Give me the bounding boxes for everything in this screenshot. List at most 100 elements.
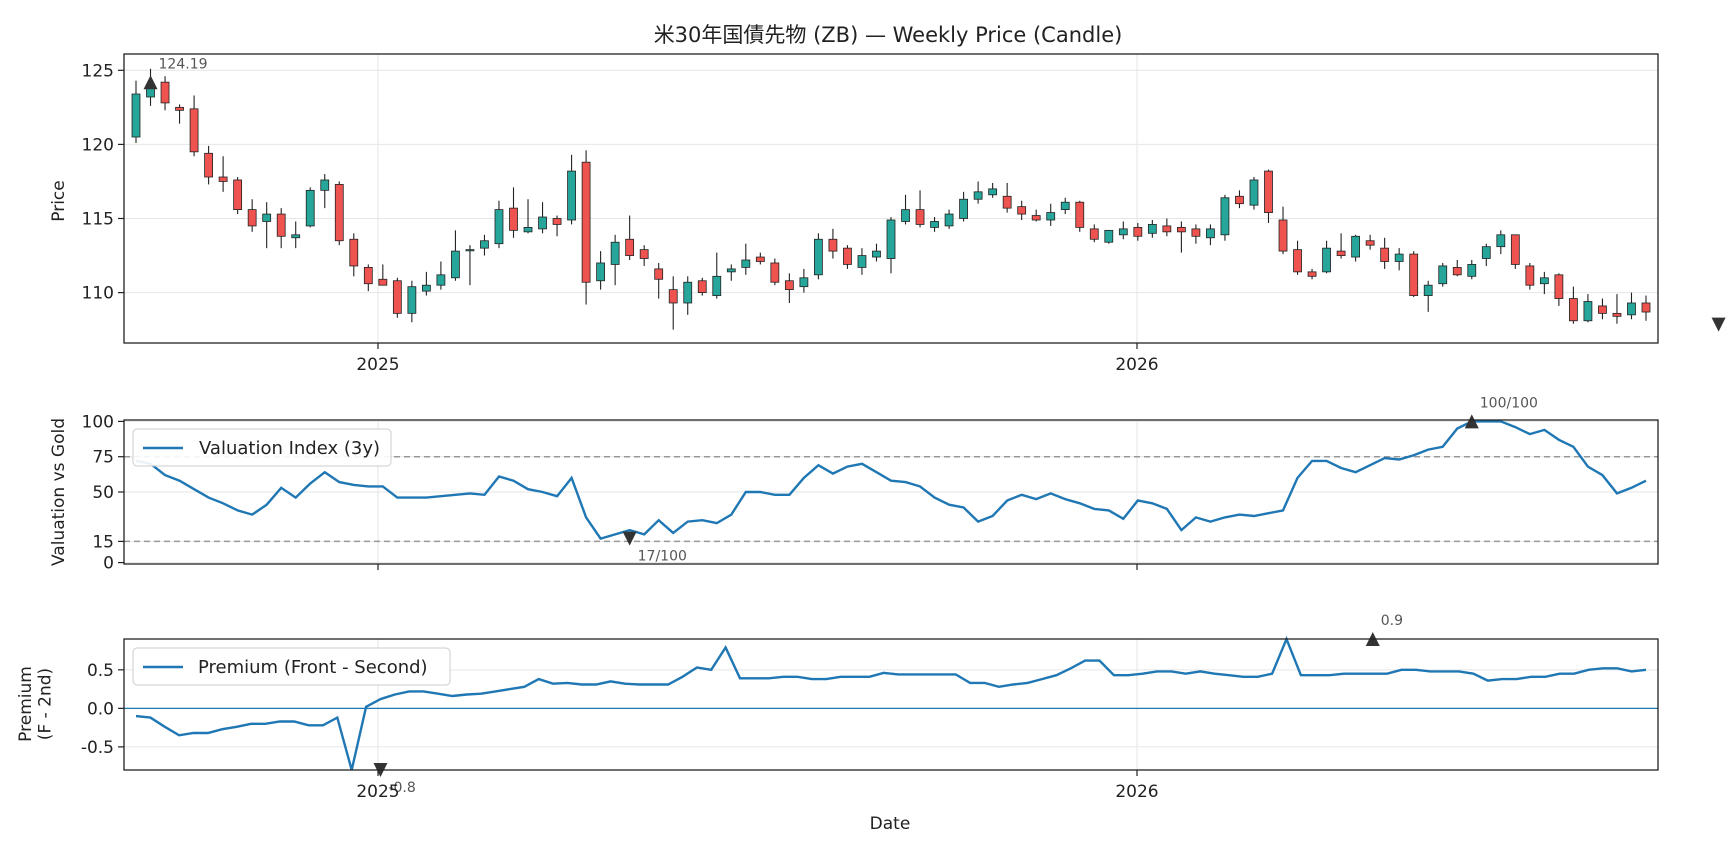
candle-body (1351, 235, 1361, 258)
candle (334, 181, 344, 246)
candle-body (1206, 228, 1215, 239)
candle (1307, 268, 1317, 280)
candle-body (1278, 219, 1288, 252)
valuation-y-tick-label: 15 (92, 532, 114, 552)
premium-plot-frame (123, 638, 1659, 771)
candle (683, 276, 693, 315)
premium-legend-box (132, 647, 451, 686)
valuation-y-tick-label: 100 (82, 412, 114, 432)
candle-body (1220, 197, 1230, 236)
candle (1249, 177, 1259, 210)
candle (1264, 169, 1273, 223)
candle-body (1176, 226, 1186, 233)
premium-y-ticks: -0.5 0.0 0.5 (81, 661, 124, 758)
candle-body (1554, 274, 1564, 299)
candle (204, 145, 213, 185)
candle-body (625, 238, 635, 256)
candle (1569, 286, 1578, 324)
candle-body (843, 247, 852, 265)
candle (436, 261, 446, 290)
candle-body (1641, 302, 1651, 313)
candle (320, 174, 330, 209)
candle-body (872, 250, 881, 258)
candle-body (1409, 253, 1419, 296)
candle-body (1423, 284, 1433, 296)
candle-body (218, 176, 228, 182)
candle-body (509, 207, 518, 231)
price-min-label: 107.84 (1727, 335, 1728, 351)
candle (1133, 222, 1143, 241)
premium-max-label: 0.9 (1381, 613, 1403, 629)
premium-y-axis-label: Premium(F - 2nd) (16, 666, 56, 742)
candle (843, 245, 852, 269)
candle (901, 194, 910, 225)
candle (392, 277, 402, 318)
candle (1423, 280, 1433, 312)
candle-body (131, 93, 141, 138)
candle (1554, 273, 1564, 306)
candle-body (1046, 212, 1056, 221)
candle (886, 217, 896, 274)
candle-body (988, 188, 998, 196)
candle-body (886, 219, 896, 259)
candle (189, 95, 199, 157)
candle (988, 182, 998, 198)
candle-body (712, 275, 722, 296)
candle-body (1002, 195, 1012, 209)
premium-annotations: -0.80.90.5 (373, 613, 1403, 796)
candle (291, 221, 301, 249)
candle (247, 199, 257, 232)
candle-body (1104, 229, 1114, 243)
candle (1627, 292, 1636, 320)
candle-body (639, 249, 649, 259)
candle (814, 233, 823, 280)
candle-body (668, 289, 678, 304)
candle-body (596, 262, 606, 282)
candle-body (233, 179, 243, 211)
candle (872, 243, 881, 262)
candle (131, 80, 141, 143)
valuation-line (135, 420, 1647, 540)
premium-x-tick-label: 2026 (1115, 782, 1158, 802)
candle (1467, 260, 1477, 280)
candle-body (1147, 224, 1157, 234)
candle-body (770, 262, 780, 283)
candle-body (697, 280, 707, 294)
valuation-legend: Valuation Index (3y) (132, 428, 392, 467)
candle (218, 156, 228, 192)
price-min-marker (1711, 317, 1726, 332)
candle (276, 208, 286, 249)
candle-body (378, 278, 388, 286)
candle-body (581, 161, 591, 283)
candle-body (901, 209, 910, 222)
premium-y-tick-label: 0.0 (87, 699, 114, 719)
candle (1002, 182, 1012, 213)
premium-x-ticks: 2025 2026 (356, 770, 1159, 802)
valuation-max-label: 100/100 (1480, 395, 1538, 411)
candle-body (436, 274, 446, 286)
candle-body (480, 240, 489, 249)
valuation-y-ticks: 015 50 75 100 (82, 412, 124, 574)
candle-body (567, 170, 576, 221)
candle (1336, 233, 1346, 259)
candle (305, 187, 315, 228)
candle (349, 233, 359, 277)
candle-body (1118, 228, 1128, 236)
candle-body (1075, 201, 1085, 228)
price-x-ticks: 2025 2026 (356, 343, 1159, 375)
premium-legend: Premium (Front - Second) (132, 647, 451, 686)
candle (1206, 224, 1215, 246)
premium-x-tick-label: 2025 (356, 782, 399, 802)
candle (1525, 262, 1535, 290)
candle-body (741, 259, 751, 268)
candle (639, 245, 649, 266)
valuation-legend-label: Valuation Index (3y) (199, 438, 380, 459)
candle (1017, 200, 1027, 220)
candle (668, 276, 678, 330)
candle (494, 200, 504, 249)
price-y-axis-label: Price (49, 180, 69, 221)
candle (1452, 260, 1462, 277)
candle-body (1060, 201, 1070, 211)
candle (465, 245, 475, 286)
